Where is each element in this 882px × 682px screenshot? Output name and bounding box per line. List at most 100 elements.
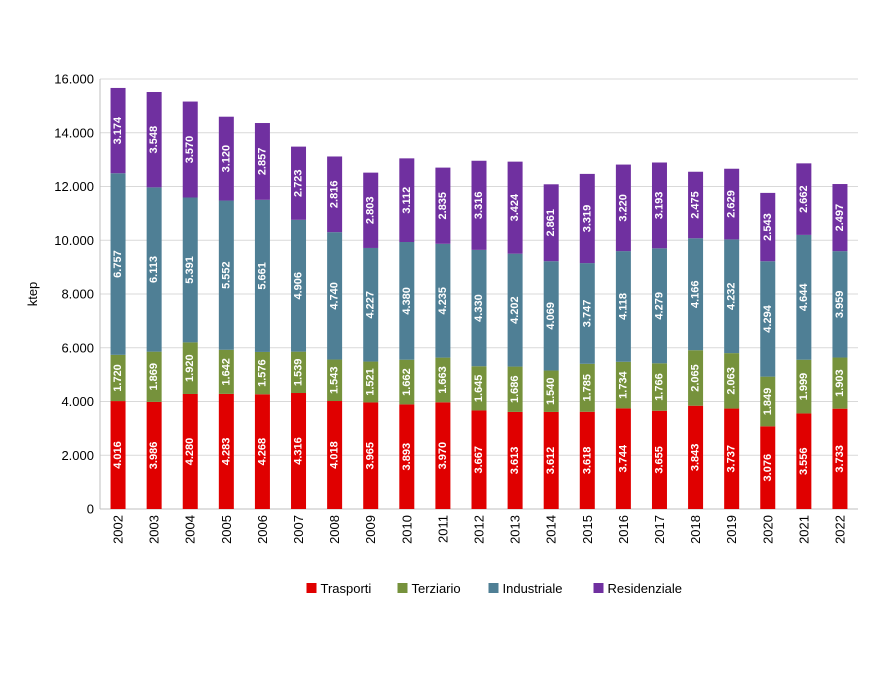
bar-trasporti (796, 413, 812, 509)
bar-residenziale (615, 164, 631, 252)
bar-trasporti (543, 411, 559, 509)
data-label: 1.766 (653, 373, 665, 401)
bar-terziario (399, 359, 415, 405)
data-label: 1.663 (437, 366, 449, 394)
data-label: 1.869 (148, 363, 160, 391)
data-label: 1.686 (509, 375, 521, 403)
data-label: 3.076 (762, 454, 774, 482)
data-label: 3.174 (112, 116, 124, 144)
bar-residenziale (688, 171, 704, 239)
data-label: 3.737 (726, 445, 738, 473)
bar-terziario (651, 363, 667, 411)
x-tick-label: 2013 (508, 515, 523, 544)
y-tick-label: 8.000 (61, 287, 94, 302)
bar-trasporti (363, 402, 379, 509)
data-label: 6.757 (112, 250, 124, 278)
bar-trasporti (291, 393, 307, 509)
data-label: 3.612 (545, 447, 557, 475)
data-label: 3.965 (365, 442, 377, 470)
bar-trasporti (615, 408, 631, 509)
bar-residenziale (182, 101, 198, 198)
data-label: 3.744 (617, 444, 629, 472)
bar-trasporti (724, 408, 740, 509)
y-tick-label: 2.000 (61, 448, 94, 463)
data-label: 4.202 (509, 296, 521, 324)
data-label: 3.959 (834, 291, 846, 319)
bar-residenziale (291, 146, 307, 220)
data-label: 2.063 (726, 367, 738, 395)
data-label: 2.857 (256, 148, 268, 176)
data-label: 1.540 (545, 377, 557, 405)
bar-residenziale (724, 168, 740, 240)
data-label: 3.733 (834, 445, 846, 473)
data-label: 4.232 (726, 282, 738, 310)
x-tick-label: 2018 (688, 515, 703, 544)
bar-trasporti (146, 401, 162, 509)
bar-residenziale (363, 172, 379, 248)
bar-trasporti (507, 411, 523, 509)
bar-trasporti (182, 393, 198, 509)
bar-trasporti (435, 402, 451, 509)
data-label: 3.613 (509, 447, 521, 475)
data-label: 1.662 (401, 368, 413, 396)
y-tick-label: 14.000 (54, 125, 94, 140)
y-tick-label: 0 (87, 502, 94, 517)
data-label: 2.543 (762, 213, 774, 241)
bar-industriale (507, 253, 523, 367)
data-label: 2.861 (545, 209, 557, 237)
data-label: 3.319 (581, 205, 593, 233)
data-label: 4.268 (256, 438, 268, 466)
data-label: 2.723 (293, 169, 305, 197)
data-label: 4.330 (473, 294, 485, 322)
data-label: 3.556 (798, 447, 810, 475)
legend-label-terziario: Terziario (412, 581, 461, 596)
bar-residenziale (832, 184, 848, 252)
x-tick-label: 2009 (363, 515, 378, 544)
y-tick-label: 12.000 (54, 179, 94, 194)
data-label: 1.645 (473, 375, 485, 403)
legend-swatch-terziario (397, 583, 408, 593)
bar-residenziale (507, 161, 523, 254)
bar-trasporti (688, 405, 704, 509)
data-label: 3.618 (581, 447, 593, 475)
data-label: 3.986 (148, 442, 160, 470)
data-label: 3.316 (473, 192, 485, 220)
bar-terziario (507, 366, 523, 412)
bar-terziario (146, 351, 162, 402)
bar-terziario (291, 351, 307, 394)
data-label: 3.424 (509, 193, 521, 221)
data-label: 2.662 (798, 185, 810, 213)
x-tick-label: 2007 (291, 515, 306, 544)
data-label: 3.120 (220, 145, 232, 173)
data-label: 4.294 (762, 304, 774, 332)
x-tick-label: 2022 (832, 515, 847, 544)
data-label: 4.166 (690, 280, 702, 308)
data-label: 4.016 (112, 441, 124, 469)
data-label: 4.069 (545, 302, 557, 330)
bar-terziario (832, 357, 848, 409)
bar-trasporti (218, 393, 234, 509)
data-label: 4.316 (293, 437, 305, 465)
bar-terziario (724, 353, 740, 409)
data-label: 1.734 (617, 370, 629, 398)
bar-terziario (182, 342, 198, 394)
data-label: 1.539 (293, 359, 305, 387)
x-tick-label: 2002 (111, 515, 126, 544)
data-label: 1.920 (184, 354, 196, 382)
bar-trasporti (579, 411, 595, 509)
bar-industriale (543, 261, 559, 371)
legend-swatch-residenziale (593, 583, 604, 593)
data-label: 3.193 (653, 192, 665, 220)
data-label: 6.113 (148, 256, 160, 283)
bar-industriale (146, 187, 162, 352)
bar-industriale (218, 200, 234, 350)
bar-industriale (615, 251, 631, 362)
data-label: 4.906 (293, 272, 305, 300)
data-label: 2.497 (834, 204, 846, 232)
bar-residenziale (760, 192, 776, 262)
data-label: 3.220 (617, 194, 629, 222)
y-tick-label: 6.000 (61, 340, 94, 355)
bar-terziario (579, 363, 595, 412)
bar-terziario (327, 359, 343, 402)
